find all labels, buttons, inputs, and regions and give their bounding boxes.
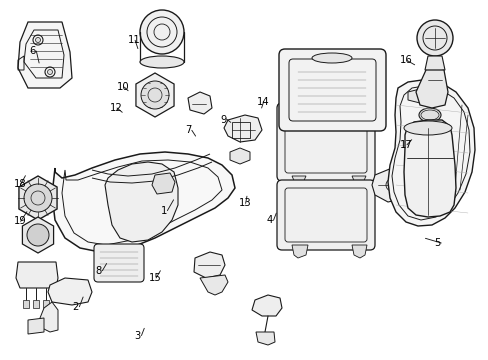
- Circle shape: [27, 224, 49, 246]
- Text: 18: 18: [14, 179, 26, 189]
- Polygon shape: [351, 176, 365, 185]
- Text: 19: 19: [14, 216, 26, 226]
- Text: 17: 17: [399, 140, 412, 150]
- Polygon shape: [424, 56, 444, 72]
- Polygon shape: [291, 176, 305, 185]
- Text: 1: 1: [160, 206, 166, 216]
- Text: 9: 9: [220, 114, 226, 125]
- Polygon shape: [19, 176, 57, 220]
- Polygon shape: [194, 252, 224, 278]
- Polygon shape: [22, 217, 54, 253]
- Polygon shape: [387, 80, 474, 226]
- FancyBboxPatch shape: [276, 180, 374, 250]
- Text: 8: 8: [95, 266, 102, 276]
- Text: 14: 14: [256, 96, 269, 107]
- Circle shape: [416, 20, 452, 56]
- Ellipse shape: [403, 121, 451, 135]
- Text: 16: 16: [399, 55, 412, 66]
- Polygon shape: [16, 262, 58, 288]
- Text: 3: 3: [134, 330, 141, 341]
- Polygon shape: [187, 92, 212, 114]
- Text: 5: 5: [433, 238, 440, 248]
- Polygon shape: [407, 88, 439, 104]
- Polygon shape: [43, 300, 49, 308]
- Polygon shape: [251, 295, 282, 316]
- FancyBboxPatch shape: [94, 244, 143, 282]
- Text: 10: 10: [117, 82, 130, 92]
- Polygon shape: [415, 70, 447, 108]
- Polygon shape: [40, 302, 58, 332]
- Polygon shape: [105, 162, 178, 242]
- Polygon shape: [18, 22, 72, 88]
- Polygon shape: [371, 168, 411, 202]
- Polygon shape: [200, 275, 227, 295]
- Ellipse shape: [418, 154, 440, 168]
- Polygon shape: [48, 278, 92, 305]
- FancyBboxPatch shape: [276, 103, 374, 181]
- Polygon shape: [224, 115, 262, 142]
- Polygon shape: [351, 245, 366, 258]
- Circle shape: [141, 81, 169, 109]
- Polygon shape: [136, 73, 174, 117]
- Ellipse shape: [418, 131, 440, 145]
- Ellipse shape: [418, 177, 440, 191]
- Text: 7: 7: [184, 125, 191, 135]
- Polygon shape: [23, 300, 29, 308]
- FancyBboxPatch shape: [279, 49, 385, 131]
- Ellipse shape: [140, 56, 183, 68]
- Polygon shape: [229, 148, 249, 164]
- Polygon shape: [152, 173, 175, 194]
- Ellipse shape: [310, 108, 340, 116]
- Polygon shape: [28, 318, 44, 334]
- Text: 4: 4: [266, 215, 272, 225]
- Text: 12: 12: [110, 103, 122, 113]
- Ellipse shape: [311, 53, 351, 63]
- Text: 13: 13: [238, 198, 251, 208]
- Polygon shape: [33, 300, 39, 308]
- Text: 15: 15: [149, 273, 162, 283]
- Text: 6: 6: [29, 46, 36, 56]
- Text: 2: 2: [72, 302, 79, 312]
- Polygon shape: [256, 332, 274, 345]
- Polygon shape: [291, 245, 307, 258]
- Circle shape: [47, 69, 52, 75]
- Circle shape: [24, 184, 52, 212]
- Polygon shape: [403, 120, 455, 217]
- Text: 11: 11: [128, 35, 141, 45]
- Ellipse shape: [418, 108, 440, 122]
- Polygon shape: [52, 152, 235, 252]
- Circle shape: [140, 10, 183, 54]
- Circle shape: [36, 37, 41, 42]
